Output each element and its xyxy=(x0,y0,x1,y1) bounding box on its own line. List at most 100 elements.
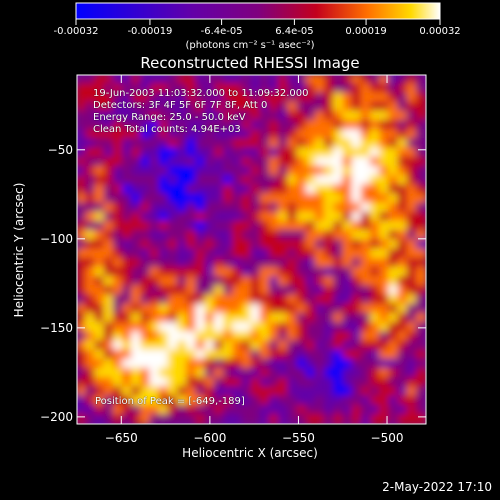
heatmap-cell xyxy=(250,83,262,95)
heatmap-cell xyxy=(379,110,391,122)
heatmap-cell xyxy=(369,367,382,380)
heatmap-image xyxy=(77,75,426,424)
heatmap-cell xyxy=(222,285,235,297)
heatmap-cell xyxy=(388,75,400,86)
heatmap-cell xyxy=(94,239,106,251)
heatmap-cell xyxy=(296,202,308,214)
heatmap-cell xyxy=(278,129,290,141)
heatmap-cell xyxy=(140,377,152,389)
heatmap-cell xyxy=(158,395,170,407)
heatmap-cell xyxy=(149,211,161,223)
heatmap-cell xyxy=(158,266,170,279)
heatmap-cell xyxy=(195,230,207,242)
heatmap-cell xyxy=(77,248,88,260)
heatmap-cell xyxy=(360,165,372,178)
heatmap-cell xyxy=(140,248,152,260)
heatmap-cell xyxy=(103,129,115,141)
heatmap-cell xyxy=(186,386,198,398)
heatmap-cell xyxy=(360,83,372,95)
heatmap-cell xyxy=(167,257,180,269)
heatmap-cell xyxy=(94,386,106,398)
heatmap-cell xyxy=(360,92,372,104)
heatmap-cell xyxy=(323,138,336,150)
heatmap-cell xyxy=(388,321,400,334)
heatmap-cell xyxy=(167,193,180,205)
heatmap-cell xyxy=(360,358,372,370)
heatmap-cell xyxy=(268,110,281,122)
heatmap-cell xyxy=(388,230,400,242)
heatmap-cell xyxy=(379,138,391,150)
heatmap-cell xyxy=(278,294,290,306)
heatmap-cell xyxy=(360,395,372,407)
heatmap-cell xyxy=(77,147,88,159)
heatmap-cell xyxy=(131,358,143,370)
heatmap-cell xyxy=(140,220,152,233)
heatmap-cell xyxy=(388,386,400,398)
heatmap-cell xyxy=(222,331,235,343)
heatmap-cell xyxy=(112,413,124,424)
heatmap-cell xyxy=(333,156,345,168)
heatmap-cell xyxy=(103,156,115,168)
heatmap-cell xyxy=(333,377,345,389)
heatmap-cell xyxy=(131,285,143,297)
heatmap-cell xyxy=(323,193,336,205)
heatmap-cell xyxy=(121,395,134,407)
heatmap-cell xyxy=(259,413,271,424)
heatmap-cell xyxy=(232,367,244,380)
heatmap-cell xyxy=(131,83,143,95)
heatmap-cell xyxy=(177,294,189,306)
heatmap-cell xyxy=(131,193,143,205)
heatmap-cell xyxy=(241,367,253,380)
heatmap-cell xyxy=(94,303,106,315)
heatmap-cell xyxy=(379,358,391,370)
heatmap-cell xyxy=(287,386,299,398)
heatmap-cell xyxy=(388,257,400,269)
heatmap-cell xyxy=(278,331,290,343)
heatmap-cell xyxy=(268,257,281,269)
heatmap-cell xyxy=(213,119,225,132)
heatmap-cell xyxy=(259,340,271,352)
heatmap-cell xyxy=(85,312,97,324)
heatmap-cell xyxy=(94,75,106,86)
heatmap-cell xyxy=(103,377,115,389)
heatmap-cell xyxy=(278,276,290,288)
heatmap-cell xyxy=(305,211,317,223)
heatmap-cell xyxy=(397,266,409,279)
heatmap-cell xyxy=(379,175,391,187)
heatmap-cell xyxy=(351,156,363,168)
heatmap-cell xyxy=(287,175,299,187)
heatmap-cell xyxy=(323,312,336,324)
heatmap-cell xyxy=(140,285,152,297)
heatmap-cell xyxy=(323,92,336,104)
heatmap-cell xyxy=(388,220,400,233)
heatmap-cell xyxy=(103,184,115,196)
heatmap-cell xyxy=(186,358,198,370)
heatmap-cell xyxy=(360,184,372,196)
heatmap-cell xyxy=(121,119,134,132)
heatmap-cell xyxy=(195,303,207,315)
heatmap-cell xyxy=(85,175,97,187)
heatmap-cell xyxy=(406,83,418,95)
heatmap-cell xyxy=(323,129,336,141)
x-tick-label: −600 xyxy=(193,431,227,445)
heatmap-cell xyxy=(195,239,207,251)
heatmap-cell xyxy=(213,395,225,407)
heatmap-cell xyxy=(369,303,382,315)
heatmap-cell xyxy=(305,220,317,233)
heatmap-cell xyxy=(232,413,244,424)
heatmap-cell xyxy=(195,386,207,398)
heatmap-cell xyxy=(323,331,336,343)
heatmap-cell xyxy=(268,386,281,398)
heatmap-cell xyxy=(213,202,225,214)
heatmap-cell xyxy=(94,138,106,150)
heatmap-cell xyxy=(406,266,418,279)
heatmap-cell xyxy=(112,294,124,306)
heatmap-cell xyxy=(268,193,281,205)
heatmap-cell xyxy=(222,220,235,233)
heatmap-cell xyxy=(259,138,271,150)
heatmap-cell xyxy=(268,138,281,150)
heatmap-cell xyxy=(296,349,308,361)
heatmap-cell xyxy=(112,377,124,389)
heatmap-cell xyxy=(333,358,345,370)
heatmap-cell xyxy=(360,276,372,288)
